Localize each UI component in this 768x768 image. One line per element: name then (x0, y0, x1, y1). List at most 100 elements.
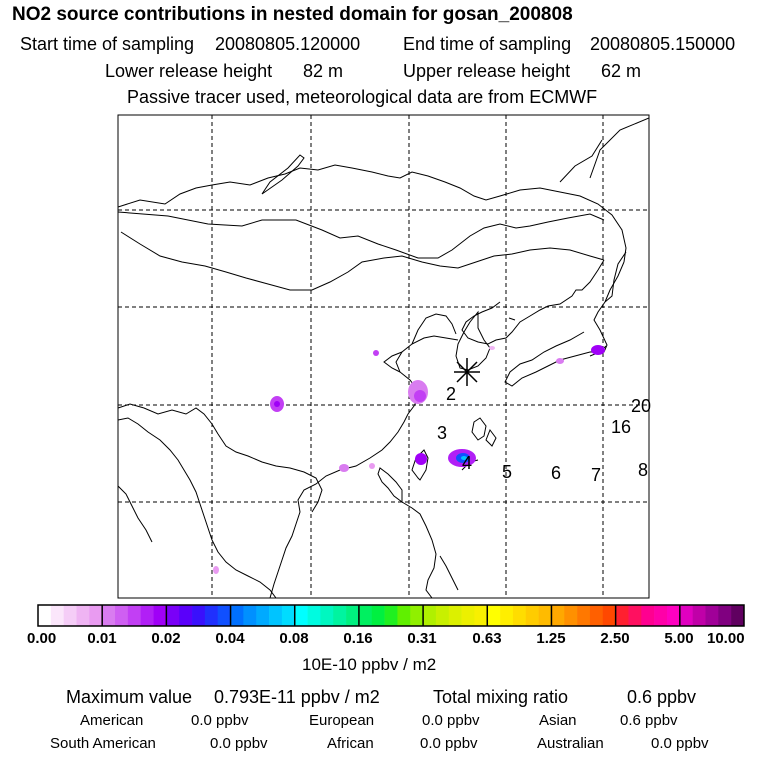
total-mixing-label: Total mixing ratio (433, 687, 569, 707)
colorbar-cell-2-4 (217, 605, 231, 626)
map-gridlines (118, 115, 649, 598)
marker-16: 16 (611, 417, 631, 437)
coastlines (118, 117, 649, 598)
plume-japan-west (556, 358, 564, 364)
colorbar-cell-9-4 (666, 605, 681, 626)
colorbar-cell-0-1 (50, 605, 64, 626)
colorbar-cell-1-3 (140, 605, 154, 626)
colorbar-cell-7-2 (512, 605, 527, 626)
colorbar-cell-0-0 (38, 605, 52, 626)
colorbar-label-4: 0.08 (279, 630, 309, 647)
colorbar-cell-5-4 (410, 605, 424, 626)
marker-8: 8 (638, 460, 648, 480)
colorbar-cell-1-4 (153, 605, 167, 626)
colorbar-label-6: 0.31 (407, 630, 437, 647)
marker-2: 2 (446, 384, 456, 404)
region-european-value: 0.0 ppbv (422, 712, 480, 729)
colorbar-label-3: 0.04 (215, 630, 245, 647)
region-asian-label: Asian (539, 712, 577, 729)
max-value: 0.793E-11 ppbv / m2 (214, 687, 380, 707)
plume-north (373, 350, 379, 356)
plume-korea-strait (489, 346, 495, 350)
colorbar-cell-8-1 (564, 605, 578, 626)
colorbar-cell-10-1 (692, 605, 706, 626)
colorbar-label-11: 10.00 (707, 630, 745, 647)
colorbar-cell-1-0 (102, 605, 116, 626)
colorbar-cell-8-2 (577, 605, 591, 626)
colorbar-cell-5-3 (397, 605, 411, 626)
tracer-plumes (213, 345, 605, 574)
colorbar-cell-7-0 (487, 605, 501, 626)
colorbar-label-10: 5.00 (664, 630, 694, 647)
region-european-label: European (309, 712, 375, 729)
colorbar-cell-6-2 (448, 605, 462, 626)
colorbar-cell-7-1 (500, 605, 514, 626)
region-asian-value: 0.6 ppbv (620, 712, 678, 729)
marker-20: 20 (631, 396, 651, 416)
colorbar-label-1: 0.01 (87, 630, 117, 647)
end-time-label: End time of sampling (403, 34, 572, 54)
colorbar-cell-9-1 (628, 605, 642, 626)
colorbar (37, 604, 745, 627)
plume-south-west (213, 566, 219, 574)
colorbar-cell-0-2 (63, 605, 77, 626)
marker-7: 7 (591, 465, 601, 485)
marker-4: 4 (462, 453, 472, 473)
region-australian-label: Australian (537, 735, 604, 752)
colorbar-label-7: 0.63 (472, 630, 502, 647)
colorbar-cell-9-0 (615, 605, 629, 626)
colorbar-cell-9-2 (641, 605, 655, 626)
colorbar-cell-3-1 (243, 605, 257, 626)
colorbar-cell-7-3 (525, 605, 539, 626)
colorbar-cell-4-3 (333, 605, 347, 626)
colorbar-cell-9-3 (654, 605, 668, 626)
lower-height-label: Lower release height (105, 61, 273, 81)
region-south-american-label: South American (50, 735, 156, 752)
colorbar-label-8: 1.25 (536, 630, 566, 647)
colorbar-label-2: 0.02 (151, 630, 181, 647)
colorbar-cell-6-1 (435, 605, 450, 626)
region-african-label: African (327, 735, 374, 752)
colorbar-cell-2-3 (204, 605, 219, 626)
colorbar-cell-7-4 (538, 605, 552, 626)
colorbar-label-0: 0.00 (27, 630, 57, 647)
colorbar-units: 10E-10 ppbv / m2 (302, 655, 437, 674)
colorbar-cell-4-4 (346, 605, 360, 626)
colorbar-cell-6-4 (474, 605, 488, 626)
region-american-value: 0.0 ppbv (191, 712, 249, 729)
colorbar-cell-1-1 (115, 605, 129, 626)
colorbar-label-5: 0.16 (343, 630, 373, 647)
max-value-label: Maximum value (66, 687, 193, 707)
total-mixing-value: 0.6 ppbv (627, 687, 697, 707)
upper-height-value: 62 m (601, 61, 642, 81)
colorbar-cell-4-1 (307, 605, 321, 626)
plume-taiwan-strait (415, 453, 427, 465)
colorbar-cell-5-2 (384, 605, 398, 626)
colorbar-cell-0-3 (76, 605, 90, 626)
start-time-label: Start time of sampling (20, 34, 195, 54)
colorbar-cell-3-4 (281, 605, 296, 626)
colorbar-cell-10-0 (679, 605, 693, 626)
plume-south-1 (339, 464, 349, 472)
colorbar-cell-10-2 (705, 605, 719, 626)
region-african-value: 0.0 ppbv (420, 735, 478, 752)
plot-title: NO2 source contributions in nested domai… (12, 4, 573, 25)
lower-height-value: 82 m (303, 61, 344, 81)
colorbar-cell-2-1 (179, 605, 193, 626)
colorbar-cell-10-4 (731, 605, 745, 626)
gosan-receptor-star (454, 358, 480, 386)
colorbar-cell-10-3 (718, 605, 732, 626)
plume-japan-east (591, 345, 605, 355)
colorbar-cell-3-3 (269, 605, 283, 626)
marker-6: 6 (551, 463, 561, 483)
upper-height-label: Upper release height (403, 61, 571, 81)
colorbar-cell-4-0 (294, 605, 308, 626)
colorbar-cell-5-0 (358, 605, 373, 626)
colorbar-cell-2-2 (192, 605, 206, 626)
colorbar-label-9: 2.50 (600, 630, 630, 647)
colorbar-cell-3-2 (256, 605, 270, 626)
map-frame (117, 114, 650, 599)
end-time-value: 20080805.150000 (590, 34, 736, 54)
colorbar-cell-6-3 (461, 605, 475, 626)
